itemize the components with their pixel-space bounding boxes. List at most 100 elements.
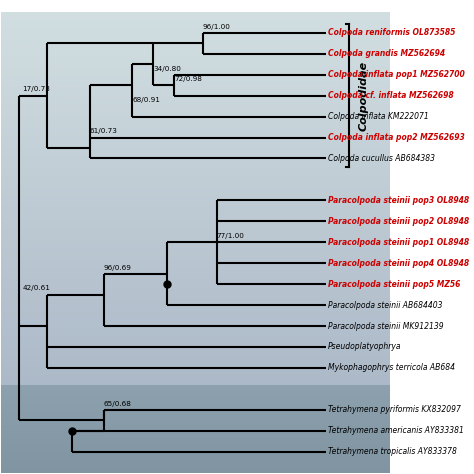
Text: 96/0.69: 96/0.69 (104, 264, 132, 271)
Bar (1, 460, 390, 462)
Text: Paracolpoda steinii pop4 OL8948: Paracolpoda steinii pop4 OL8948 (328, 259, 469, 268)
Bar (1, 127, 390, 129)
Bar (1, 384, 390, 386)
Bar (1, 280, 390, 282)
Bar (1, 231, 390, 233)
Bar (1, 219, 390, 220)
Bar (1, 437, 390, 438)
Bar (1, 431, 390, 433)
Bar (1, 467, 390, 469)
Bar (1, 406, 390, 408)
Bar (1, 41, 390, 43)
Bar (1, 55, 390, 57)
Bar (1, 354, 390, 356)
Bar (1, 296, 390, 298)
Bar (1, 188, 390, 190)
Bar (1, 109, 390, 111)
Bar (1, 328, 390, 330)
Bar (1, 62, 390, 64)
Bar (1, 310, 390, 312)
Bar (1, 50, 390, 52)
Bar (1, 165, 390, 167)
Bar (1, 220, 390, 222)
Bar (1, 89, 390, 91)
Bar (1, 185, 390, 186)
Bar (1, 442, 390, 444)
Bar (1, 213, 390, 215)
Bar (1, 161, 390, 163)
Bar (1, 16, 390, 17)
Bar (1, 145, 390, 147)
Text: 72/0.98: 72/0.98 (174, 76, 202, 82)
Bar (1, 26, 390, 28)
Bar (1, 113, 390, 114)
Bar (1, 75, 390, 77)
Bar (1, 325, 390, 327)
Bar (1, 17, 390, 19)
Text: 77/1.00: 77/1.00 (217, 233, 245, 239)
Bar (1, 269, 390, 271)
Bar (1, 79, 390, 80)
Bar (1, 386, 390, 388)
Bar (1, 424, 390, 426)
Bar (1, 291, 390, 292)
Bar (1, 330, 390, 332)
Bar (1, 258, 390, 260)
Bar (1, 260, 390, 262)
Bar (1, 377, 390, 379)
Bar (1, 458, 390, 460)
Bar (1, 365, 390, 366)
Bar (1, 438, 390, 440)
Bar (1, 177, 390, 179)
Bar (1, 111, 390, 113)
Bar (1, 73, 390, 75)
Bar (1, 86, 390, 87)
Bar (1, 19, 390, 21)
Bar (1, 339, 390, 341)
Bar (1, 77, 390, 79)
Bar (1, 217, 390, 219)
Bar (1, 300, 390, 301)
Bar (1, 116, 390, 118)
Text: Colpoda reniformis OL873585: Colpoda reniformis OL873585 (328, 28, 456, 37)
Bar (1, 215, 390, 217)
Bar (1, 294, 390, 296)
Bar (1, 253, 390, 255)
Bar (1, 68, 390, 70)
Bar (1, 195, 390, 197)
Bar (1, 61, 390, 62)
Bar (1, 401, 390, 402)
Bar (1, 307, 390, 309)
Bar (1, 235, 390, 237)
Bar (1, 402, 390, 404)
Bar (1, 107, 390, 109)
Bar (1, 357, 390, 359)
Bar (1, 118, 390, 120)
Bar (1, 12, 390, 14)
Bar (1, 228, 390, 229)
Bar (1, 318, 390, 319)
Bar (1, 84, 390, 86)
Bar (1, 274, 390, 276)
Bar (1, 122, 390, 123)
Text: Colpoda cf. inflata MZ562698: Colpoda cf. inflata MZ562698 (328, 91, 454, 100)
Bar (1, 179, 390, 181)
Bar (1, 336, 390, 337)
Bar (1, 192, 390, 194)
Bar (1, 415, 390, 417)
Bar (1, 408, 390, 410)
Bar (1, 152, 390, 154)
Bar (1, 66, 390, 68)
Bar (1, 453, 390, 455)
Bar (1, 327, 390, 328)
Bar (1, 282, 390, 283)
Bar (1, 292, 390, 294)
Text: Paracolpoda steinii pop1 OL8948: Paracolpoda steinii pop1 OL8948 (328, 238, 469, 247)
Bar (1, 154, 390, 156)
Bar (1, 465, 390, 467)
Text: Colpodidae: Colpodidae (358, 61, 368, 131)
Bar (1, 428, 390, 429)
Bar (1, 397, 390, 399)
Bar (1, 172, 390, 174)
Bar (1, 87, 390, 89)
